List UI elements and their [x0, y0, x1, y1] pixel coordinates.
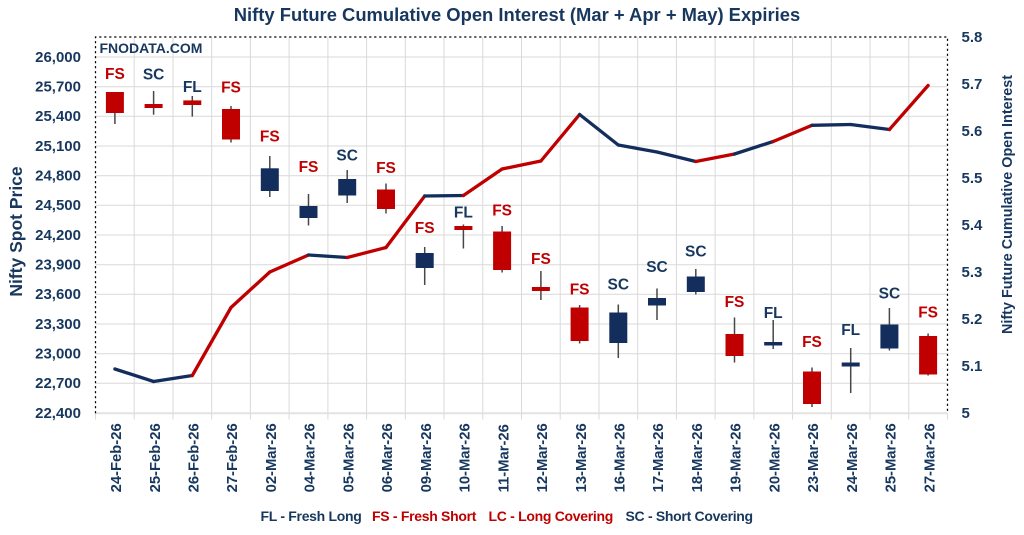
svg-text:04-Mar-26: 04-Mar-26	[303, 423, 319, 492]
svg-text:5.6: 5.6	[962, 123, 983, 140]
svg-text:FS: FS	[415, 220, 435, 237]
svg-text:SC: SC	[143, 67, 165, 84]
svg-text:5.7: 5.7	[962, 76, 983, 93]
svg-text:5: 5	[962, 405, 970, 422]
svg-text:5.1: 5.1	[962, 358, 983, 375]
svg-text:SC: SC	[879, 286, 901, 303]
svg-text:11-Mar-26: 11-Mar-26	[496, 424, 512, 492]
svg-text:FL: FL	[454, 205, 473, 222]
svg-text:SC: SC	[608, 277, 630, 294]
svg-text:FS: FS	[570, 282, 590, 299]
svg-text:13-Mar-26: 13-Mar-26	[574, 423, 590, 492]
svg-text:FS: FS	[105, 66, 125, 83]
svg-text:23,600: 23,600	[35, 286, 81, 303]
svg-text:5.5: 5.5	[962, 170, 983, 187]
svg-text:23,000: 23,000	[35, 346, 81, 363]
svg-text:20-Mar-26: 20-Mar-26	[767, 423, 783, 492]
svg-text:5.8: 5.8	[962, 29, 983, 46]
svg-text:FL: FL	[841, 322, 860, 339]
svg-text:FS: FS	[802, 334, 822, 351]
svg-text:27-Feb-26: 27-Feb-26	[225, 423, 241, 492]
svg-text:FS: FS	[531, 251, 551, 268]
svg-text:Nifty Future Cumulative Open I: Nifty Future Cumulative Open Interest (M…	[234, 4, 801, 25]
svg-text:Nifty Future Cumulative Open I: Nifty Future Cumulative Open Interest	[1000, 75, 1016, 334]
svg-text:FNODATA.COM: FNODATA.COM	[100, 40, 203, 56]
svg-text:5.4: 5.4	[962, 217, 984, 234]
svg-text:18-Mar-26: 18-Mar-26	[690, 423, 706, 492]
svg-text:FS: FS	[376, 160, 396, 177]
svg-text:24,500: 24,500	[35, 197, 81, 214]
svg-text:22,400: 22,400	[35, 405, 81, 422]
svg-text:5.2: 5.2	[962, 311, 983, 328]
svg-text:24,200: 24,200	[35, 227, 81, 244]
svg-text:10-Mar-26: 10-Mar-26	[458, 423, 474, 492]
svg-text:FS: FS	[260, 129, 280, 146]
svg-text:FL - Fresh Long: FL - Fresh Long	[261, 508, 362, 524]
svg-text:22,700: 22,700	[35, 375, 81, 392]
svg-text:06-Mar-26: 06-Mar-26	[380, 423, 396, 492]
svg-text:25,400: 25,400	[35, 108, 81, 125]
svg-text:02-Mar-26: 02-Mar-26	[264, 423, 280, 492]
svg-text:FS: FS	[725, 294, 745, 311]
svg-text:FS: FS	[299, 159, 319, 176]
svg-text:SC: SC	[336, 148, 358, 165]
svg-text:24-Mar-26: 24-Mar-26	[845, 423, 861, 492]
svg-text:SC: SC	[685, 244, 707, 261]
svg-text:FL: FL	[764, 305, 783, 322]
svg-text:23,300: 23,300	[35, 316, 81, 333]
svg-text:FL: FL	[183, 79, 202, 96]
svg-text:FS: FS	[492, 203, 512, 220]
svg-text:23-Mar-26: 23-Mar-26	[806, 423, 822, 492]
svg-text:09-Mar-26: 09-Mar-26	[419, 423, 435, 492]
svg-text:LC - Long Covering: LC - Long Covering	[489, 508, 613, 524]
svg-text:27-Mar-26: 27-Mar-26	[922, 423, 938, 492]
svg-text:25-Feb-26: 25-Feb-26	[148, 423, 164, 492]
svg-text:19-Mar-26: 19-Mar-26	[729, 423, 745, 492]
svg-text:17-Mar-26: 17-Mar-26	[651, 423, 667, 492]
svg-text:5.3: 5.3	[962, 264, 983, 281]
svg-text:25-Mar-26: 25-Mar-26	[884, 423, 900, 492]
svg-text:12-Mar-26: 12-Mar-26	[535, 423, 551, 492]
svg-text:26-Feb-26: 26-Feb-26	[187, 423, 203, 492]
svg-text:25,700: 25,700	[35, 79, 81, 96]
svg-text:05-Mar-26: 05-Mar-26	[341, 423, 357, 492]
svg-text:Nifty Spot Price: Nifty Spot Price	[6, 166, 26, 297]
svg-text:23,900: 23,900	[35, 257, 81, 274]
svg-text:24-Feb-26: 24-Feb-26	[109, 423, 125, 492]
svg-text:FS: FS	[221, 80, 241, 97]
svg-text:24,800: 24,800	[35, 168, 81, 185]
svg-text:SC: SC	[646, 259, 668, 276]
svg-text:FS - Fresh Short: FS - Fresh Short	[372, 508, 477, 524]
svg-text:SC - Short Covering: SC - Short Covering	[626, 508, 753, 524]
svg-text:16-Mar-26: 16-Mar-26	[613, 423, 629, 492]
svg-text:FS: FS	[918, 305, 938, 322]
svg-text:26,000: 26,000	[35, 49, 81, 66]
svg-text:25,100: 25,100	[35, 138, 81, 155]
